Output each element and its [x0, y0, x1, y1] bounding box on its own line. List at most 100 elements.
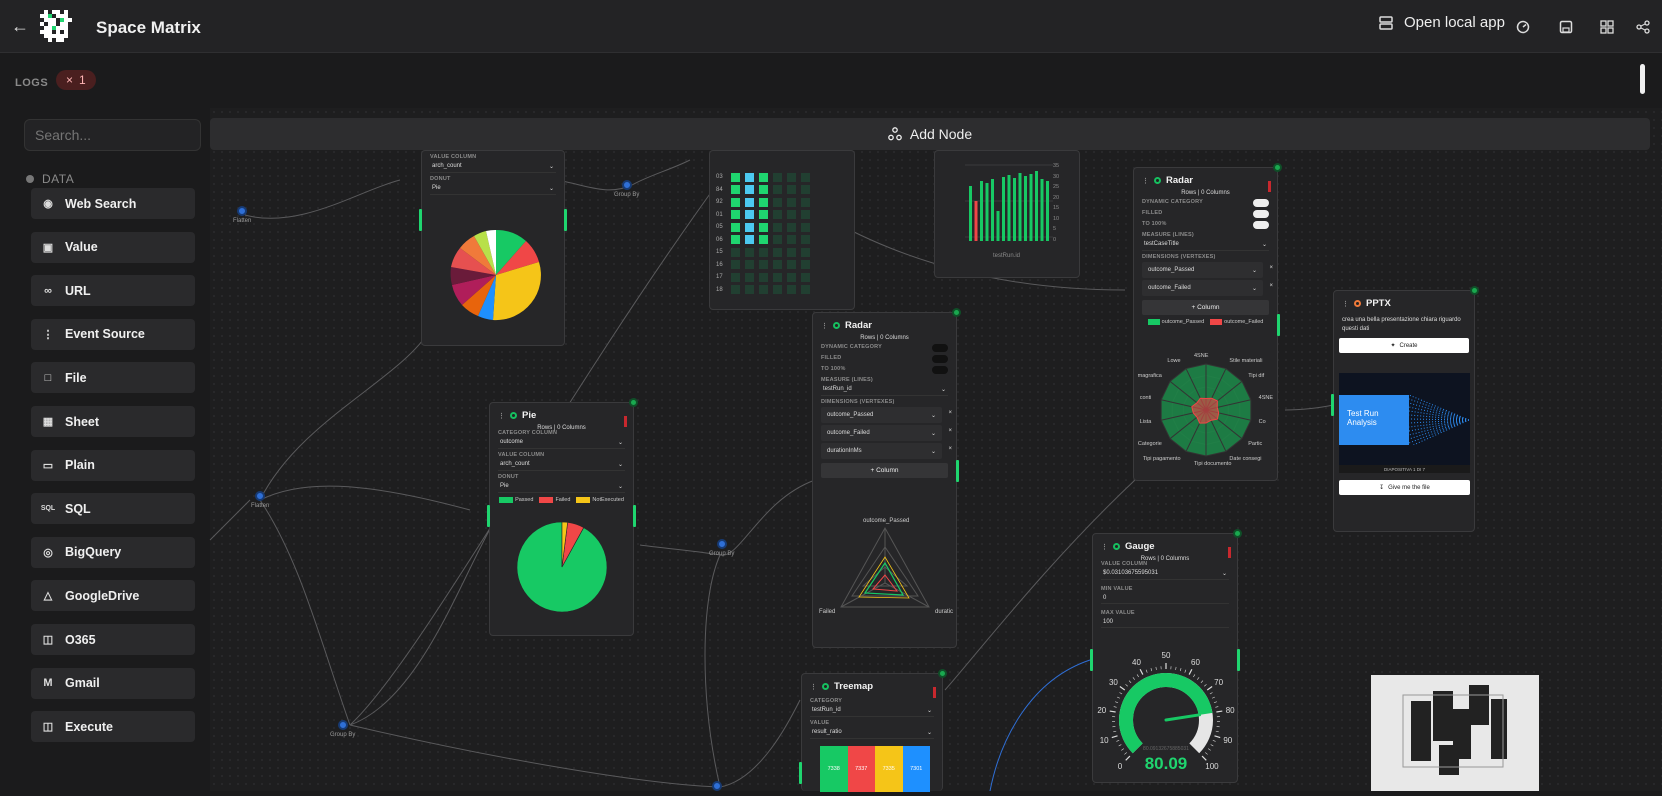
gauge-tick [1151, 668, 1152, 671]
dynamic-category-toggle[interactable] [1253, 199, 1269, 207]
min-value-input[interactable]: 0 [1101, 593, 1229, 604]
output-handle[interactable] [1277, 314, 1280, 336]
add-node-button[interactable]: Add Node [210, 118, 1650, 150]
treemap-node[interactable]: ⋮Treemap CATEGORY testRun_id⌄ VALUE resu… [801, 673, 943, 791]
chevron-down-icon: ⌄ [1252, 285, 1257, 292]
input-handle[interactable] [487, 505, 490, 527]
edge [260, 330, 430, 500]
pptx-node[interactable]: ⋮PPTX crea una bella presentazione chiar… [1333, 290, 1475, 532]
input-handle[interactable] [799, 762, 802, 784]
heatmap-cell [773, 210, 782, 219]
value-label: VALUE [810, 720, 934, 726]
bar-x-axis-label: testRun.id [993, 253, 1020, 259]
add-column-button[interactable]: + Column [1142, 300, 1269, 315]
edge [260, 486, 470, 510]
group-by-node[interactable]: Group By [614, 180, 639, 198]
remove-icon[interactable]: × [1269, 283, 1273, 289]
bar-y-tick: 5 [1053, 224, 1059, 235]
dimensions-label: DIMENSIONS (VERTEXES) [1142, 254, 1269, 260]
radar-axis-label: Tipi dif [1248, 373, 1264, 379]
category-column-select[interactable]: outcome⌄ [498, 437, 625, 449]
heatmap-row: 06 [716, 234, 810, 247]
input-handle[interactable] [1090, 649, 1093, 671]
create-button[interactable]: ✦Create [1339, 338, 1469, 353]
radar-node[interactable]: ⋮Radar Rows | 0 Columns DYNAMIC CATEGORY… [1133, 167, 1278, 481]
donut-select[interactable]: Pie⌄ [498, 481, 625, 493]
gauge-node[interactable]: ⋮Gauge Rows | 0 Columns VALUE COLUMN $0.… [1092, 533, 1238, 783]
error-marker [1268, 181, 1271, 192]
output-handle[interactable] [956, 460, 959, 482]
measure-select[interactable]: testCaseTitle⌄ [1142, 239, 1269, 251]
pie-node[interactable]: ⋮Pie Rows | 0 Columns CATEGORY COLUMN ou… [489, 402, 634, 636]
output-handle[interactable] [1237, 649, 1240, 671]
node-title: Treemap [834, 681, 873, 692]
category-select[interactable]: testRun_id⌄ [810, 705, 934, 717]
heatmap-cell [801, 273, 810, 282]
group-by-node[interactable] [712, 781, 722, 791]
group-by-node[interactable]: Group By [709, 539, 734, 557]
pie-chart-node[interactable]: VALUE COLUMN arch_count⌄ DONUT Pie⌄ [421, 150, 565, 346]
heatmap-cell [731, 173, 740, 182]
heatmap-cell [787, 285, 796, 294]
radar-legend: outcome_Passed outcome_Failed [1134, 319, 1277, 325]
gauge-tick [1113, 731, 1116, 732]
radar-axis-label: Lista [1140, 419, 1152, 425]
edge [705, 555, 720, 787]
gauge-tick [1185, 670, 1186, 673]
filled-toggle[interactable] [1253, 210, 1269, 218]
value-column-select[interactable]: $0.03103675595031⌄ [1101, 568, 1229, 580]
drag-handle-icon[interactable]: ⋮ [1101, 543, 1108, 551]
heatmap-cell [731, 223, 740, 232]
prompt-textarea[interactable]: crea una bella presentazione chiara rigu… [1342, 316, 1466, 334]
drag-handle-icon[interactable]: ⋮ [498, 412, 505, 420]
gauge-tick [1216, 711, 1222, 712]
to-100-toggle[interactable] [1253, 221, 1269, 229]
slide-navigation[interactable]: DIAPOSITIVA 1 DI 7 [1339, 465, 1470, 473]
flatten-node[interactable]: Flatten [251, 491, 269, 509]
output-handle[interactable] [564, 209, 567, 231]
bar [991, 179, 994, 241]
heatmap-row-label: 05 [716, 224, 726, 230]
drag-handle-icon[interactable]: ⋮ [810, 683, 817, 691]
pie-legend: Passed Failed NotExecuted [490, 497, 633, 503]
bar [1046, 181, 1049, 241]
edge [720, 700, 800, 787]
group-by-node[interactable]: Group By [330, 720, 355, 738]
status-ok-icon [1233, 529, 1242, 538]
gauge-tick [1212, 697, 1215, 698]
dimension-item[interactable]: outcome_Failed⌄× [1142, 280, 1263, 296]
bar-y-tick: 15 [1053, 203, 1059, 214]
edge [260, 500, 350, 725]
input-handle[interactable] [419, 209, 422, 231]
bar [1013, 178, 1016, 241]
input-handle[interactable] [1331, 394, 1334, 416]
drag-handle-icon[interactable]: ⋮ [1342, 300, 1349, 308]
bar [1019, 173, 1022, 241]
value-column-select[interactable]: arch_count⌄ [430, 161, 556, 173]
value-column-select[interactable]: arch_count⌄ [498, 459, 625, 471]
download-file-button[interactable]: ↧Give me the file [1339, 480, 1470, 495]
gauge-tick [1204, 684, 1206, 686]
flatten-node[interactable]: Flatten [233, 206, 251, 224]
radar-axis-label: Partic [1248, 441, 1262, 447]
max-value-input[interactable]: 100 [1101, 617, 1229, 628]
donut-select[interactable]: Pie⌄ [430, 183, 556, 195]
node-status-icon [822, 683, 829, 690]
dimension-item[interactable]: outcome_Passed⌄× [1142, 262, 1263, 278]
heatmap-cell [773, 173, 782, 182]
heatmap-cell [745, 198, 754, 207]
heatmap-cell [773, 248, 782, 257]
minimap[interactable] [1371, 675, 1539, 791]
radar-node[interactable]: ⋮Radar Rows | 0 Columns DYNAMIC CATEGORY… [812, 312, 957, 648]
drag-handle-icon[interactable]: ⋮ [1142, 177, 1149, 185]
remove-icon[interactable]: × [1269, 265, 1273, 271]
output-handle[interactable] [633, 505, 636, 527]
bar [1035, 171, 1038, 241]
heatmap-cell [801, 210, 810, 219]
slide-line [1409, 399, 1469, 420]
heatmap-cell [759, 260, 768, 269]
gauge-tick [1120, 686, 1125, 690]
value-select[interactable]: result_ratio⌄ [810, 727, 934, 739]
